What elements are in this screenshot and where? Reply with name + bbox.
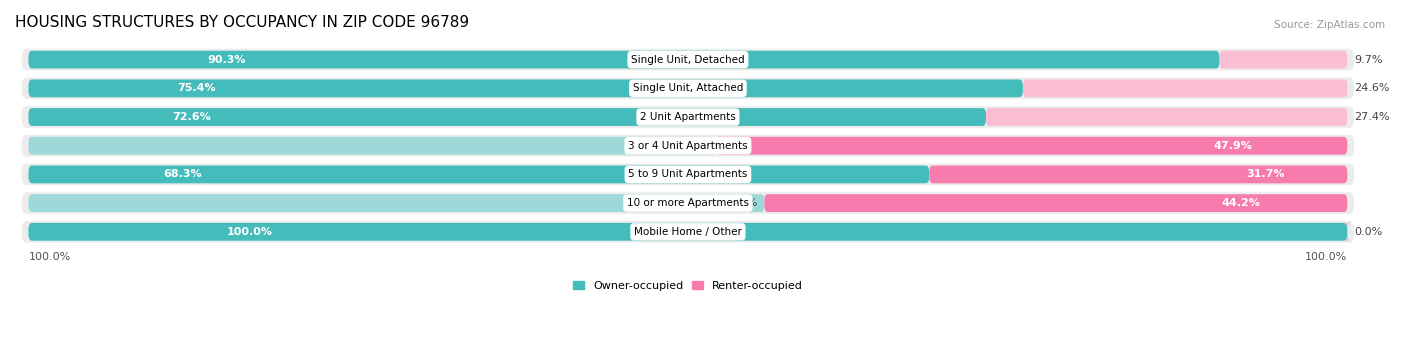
Text: 47.9%: 47.9% [1213,141,1253,151]
Text: 3 or 4 Unit Apartments: 3 or 4 Unit Apartments [628,141,748,151]
FancyBboxPatch shape [929,165,1347,183]
Text: 100.0%: 100.0% [1305,252,1347,263]
Text: 68.3%: 68.3% [163,169,202,179]
FancyBboxPatch shape [28,194,765,212]
Text: 52.1%: 52.1% [673,141,709,151]
Text: Source: ZipAtlas.com: Source: ZipAtlas.com [1274,20,1385,30]
FancyBboxPatch shape [21,49,1354,71]
Text: 24.6%: 24.6% [1354,83,1389,93]
Text: Single Unit, Detached: Single Unit, Detached [631,55,745,65]
Text: 9.7%: 9.7% [1354,55,1382,65]
FancyBboxPatch shape [28,108,986,126]
Text: 75.4%: 75.4% [177,83,217,93]
Text: 0.0%: 0.0% [1354,227,1382,237]
FancyBboxPatch shape [21,77,1354,99]
Text: 31.7%: 31.7% [1246,169,1285,179]
FancyBboxPatch shape [1344,223,1351,241]
FancyBboxPatch shape [28,165,929,183]
Text: 90.3%: 90.3% [207,55,246,65]
Text: 5 to 9 Unit Apartments: 5 to 9 Unit Apartments [628,169,748,179]
FancyBboxPatch shape [21,135,1354,157]
FancyBboxPatch shape [21,106,1354,128]
FancyBboxPatch shape [28,137,716,154]
Text: HOUSING STRUCTURES BY OCCUPANCY IN ZIP CODE 96789: HOUSING STRUCTURES BY OCCUPANCY IN ZIP C… [15,15,470,30]
Text: 100.0%: 100.0% [226,227,273,237]
Text: Mobile Home / Other: Mobile Home / Other [634,227,742,237]
FancyBboxPatch shape [21,221,1354,243]
FancyBboxPatch shape [986,108,1347,126]
Text: 55.8%: 55.8% [723,198,758,208]
Text: 27.4%: 27.4% [1354,112,1389,122]
Legend: Owner-occupied, Renter-occupied: Owner-occupied, Renter-occupied [568,276,807,295]
Text: 2 Unit Apartments: 2 Unit Apartments [640,112,735,122]
Text: 72.6%: 72.6% [172,112,211,122]
Text: 10 or more Apartments: 10 or more Apartments [627,198,749,208]
FancyBboxPatch shape [21,164,1354,185]
Text: 100.0%: 100.0% [28,252,70,263]
FancyBboxPatch shape [1024,79,1347,97]
FancyBboxPatch shape [28,223,1347,241]
FancyBboxPatch shape [765,194,1347,212]
FancyBboxPatch shape [28,51,1219,69]
FancyBboxPatch shape [716,137,1347,154]
Text: Single Unit, Attached: Single Unit, Attached [633,83,744,93]
FancyBboxPatch shape [28,79,1024,97]
FancyBboxPatch shape [1219,51,1347,69]
FancyBboxPatch shape [21,192,1354,214]
Text: 44.2%: 44.2% [1220,198,1260,208]
